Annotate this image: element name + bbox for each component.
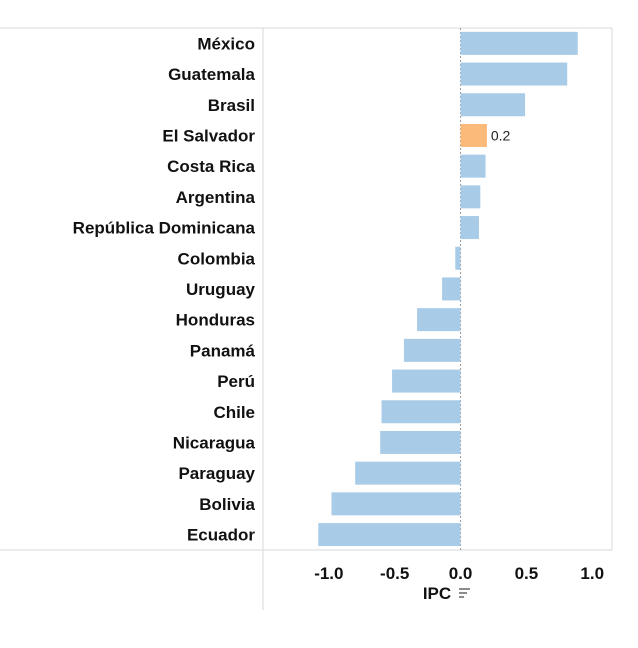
category-labels: México Guatemala Brasil El Salvador Costa Ri… xyxy=(73,34,256,544)
category-label: Nicaragua xyxy=(173,433,256,452)
category-label: República Dominicana xyxy=(73,219,256,238)
category-label: México xyxy=(197,34,255,53)
bar-uruguay[interactable] xyxy=(442,277,461,301)
bar-nicaragua[interactable] xyxy=(380,430,461,454)
bar-méxico[interactable] xyxy=(460,31,578,55)
bar-perú[interactable] xyxy=(392,369,461,393)
category-label: Panamá xyxy=(190,341,256,360)
x-tick-label: 0.0 xyxy=(449,564,473,583)
bar-panamá[interactable] xyxy=(403,338,461,362)
bar-argentina[interactable] xyxy=(460,185,481,209)
bar-el-salvador[interactable] xyxy=(460,123,487,147)
category-label: Honduras xyxy=(176,311,255,330)
x-tick-label: -0.5 xyxy=(380,564,409,583)
category-label: Brasil xyxy=(208,96,255,115)
bar-paraguay[interactable] xyxy=(355,461,461,485)
x-tick-label: 1.0 xyxy=(580,564,604,583)
category-label: Costa Rica xyxy=(167,157,255,176)
x-tick-labels: -1.0 -0.5 0.0 0.5 1.0 xyxy=(314,564,604,583)
category-label: Paraguay xyxy=(178,464,255,483)
bar-honduras[interactable] xyxy=(417,308,461,332)
category-label: El Salvador xyxy=(162,126,255,145)
bar-colombia[interactable] xyxy=(455,246,461,270)
category-label: Argentina xyxy=(176,188,256,207)
category-label: Bolivia xyxy=(199,495,255,514)
category-label: Guatemala xyxy=(168,65,255,84)
bar-brasil[interactable] xyxy=(460,93,526,117)
category-label: Uruguay xyxy=(186,280,256,299)
bar-chile[interactable] xyxy=(381,400,461,424)
category-label: Perú xyxy=(217,372,255,391)
bars-group xyxy=(318,31,578,547)
category-label: Colombia xyxy=(178,249,256,268)
category-label: Ecuador xyxy=(187,526,255,545)
bar-ecuador[interactable] xyxy=(318,523,461,547)
x-tick-label: -1.0 xyxy=(314,564,343,583)
x-tick-label: 0.5 xyxy=(515,564,539,583)
bar-costa-rica[interactable] xyxy=(460,154,486,178)
bar-bolivia[interactable] xyxy=(331,492,461,516)
bar-guatemala[interactable] xyxy=(460,62,568,86)
highlight-data-label: 0.2 xyxy=(491,127,511,143)
category-label: Chile xyxy=(213,403,255,422)
x-axis-title: IPC xyxy=(423,584,451,603)
bar-república-dominicana[interactable] xyxy=(460,216,479,240)
sort-descending-icon[interactable] xyxy=(459,588,470,598)
